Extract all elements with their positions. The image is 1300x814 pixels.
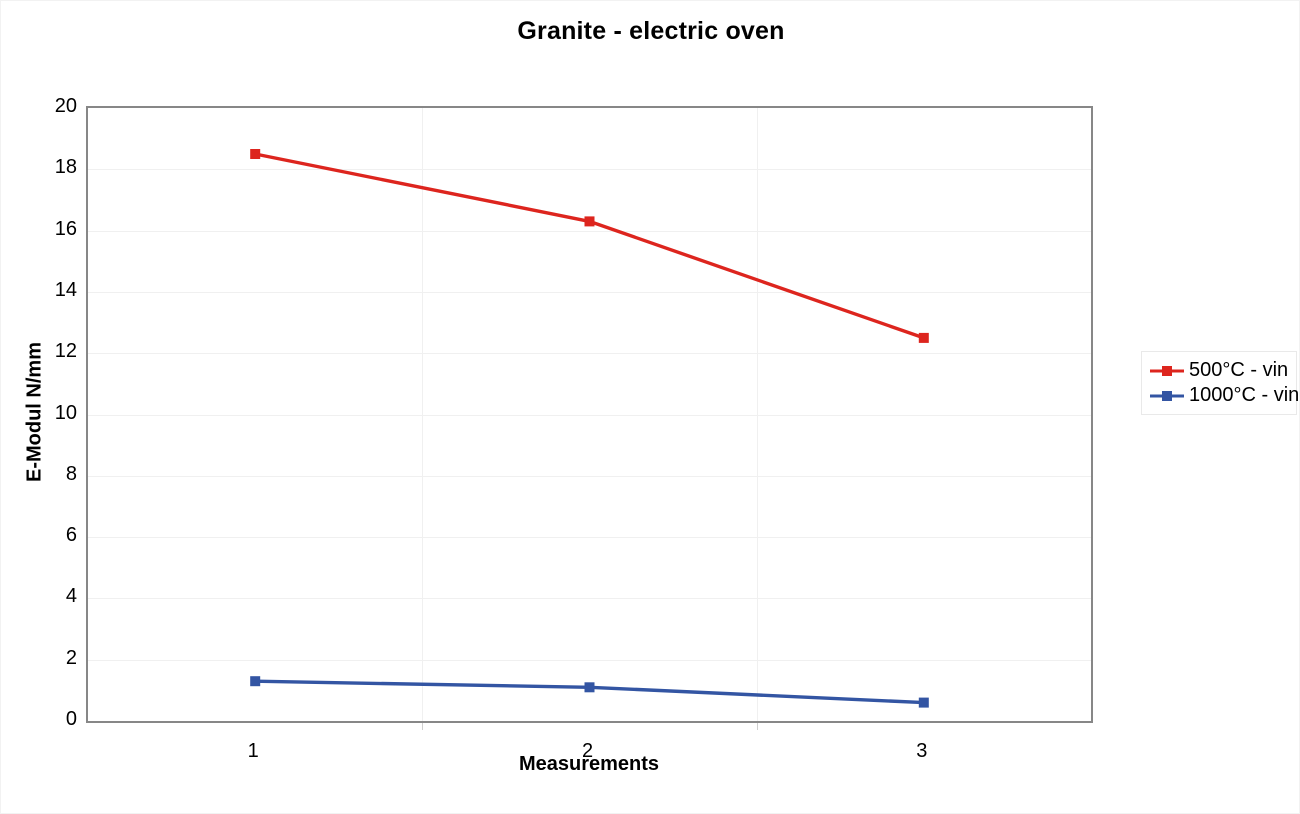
data-point-marker [584, 682, 595, 693]
data-point-marker [918, 697, 929, 708]
x-tick-label: 1 [247, 740, 259, 762]
data-point-marker [250, 676, 261, 687]
legend-label: 500°C - vin [1189, 359, 1289, 381]
x-tick-label: 3 [916, 740, 928, 762]
plot-area [86, 106, 1093, 730]
y-tick-label: 18 [54, 156, 77, 179]
data-point-marker [584, 216, 595, 227]
y-tick-label: 6 [65, 524, 77, 547]
data-point-marker [250, 149, 261, 159]
y-tick-label: 10 [54, 401, 77, 424]
y-tick-label: 16 [54, 217, 77, 240]
y-tick-label: 20 [54, 95, 77, 117]
chart-title: Granite - electric oven [517, 17, 785, 45]
legend: 500°C - vin 1000°C - vin [1141, 351, 1299, 415]
line-chart-svg [88, 108, 1091, 730]
y-tick-label: 14 [54, 278, 77, 301]
y-tick-label: 2 [65, 646, 77, 669]
series-line [254, 152, 925, 340]
legend-label: 1000°C - vin [1189, 384, 1300, 406]
y-tick-label: 4 [65, 585, 77, 608]
x-tick-label: 2 [581, 740, 594, 762]
data-point-marker [918, 332, 929, 343]
y-tick-label: 8 [65, 462, 77, 485]
y-tick-label: 12 [54, 340, 77, 363]
x-axis-title: Measurements [518, 753, 660, 775]
legend-item: 500°C - vin [1150, 358, 1288, 383]
legend-item: 1000°C - vin [1150, 383, 1299, 408]
y-tick-label: 0 [65, 708, 77, 730]
legend-swatch-line-marker-icon [1150, 390, 1184, 401]
legend-swatch-line-marker-icon [1150, 365, 1184, 376]
